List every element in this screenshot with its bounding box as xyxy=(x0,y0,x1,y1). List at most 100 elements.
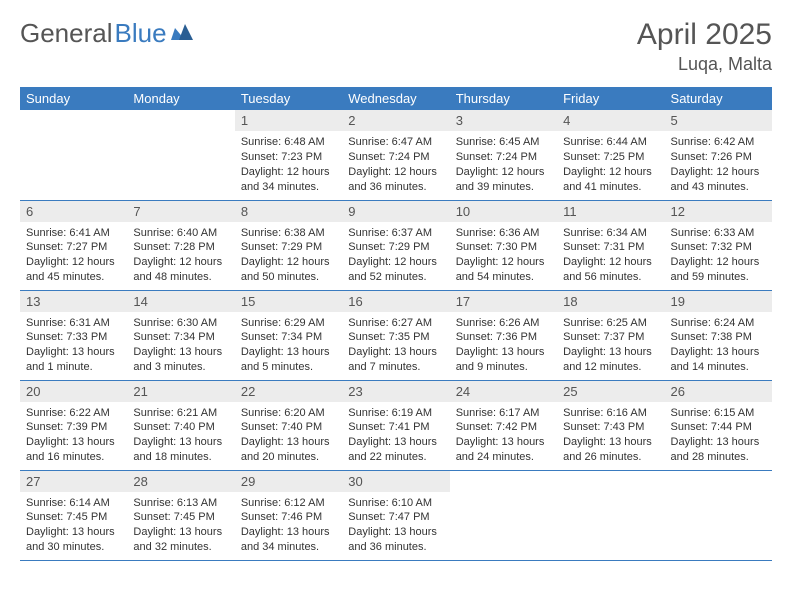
daylight-text: Daylight: 13 hours and 9 minutes. xyxy=(456,345,551,375)
calendar-cell: 22Sunrise: 6:20 AMSunset: 7:40 PMDayligh… xyxy=(235,380,342,470)
sunrise-text: Sunrise: 6:40 AM xyxy=(133,226,228,241)
weekday-header: Sunday xyxy=(20,87,127,110)
sunrise-text: Sunrise: 6:29 AM xyxy=(241,316,336,331)
day-number: 4 xyxy=(557,110,664,131)
calendar-cell: 7Sunrise: 6:40 AMSunset: 7:28 PMDaylight… xyxy=(127,200,234,290)
sunset-text: Sunset: 7:40 PM xyxy=(241,420,336,435)
sunset-text: Sunset: 7:43 PM xyxy=(563,420,658,435)
day-number: 8 xyxy=(235,201,342,222)
daylight-text: Daylight: 12 hours and 50 minutes. xyxy=(241,255,336,285)
sunrise-text: Sunrise: 6:30 AM xyxy=(133,316,228,331)
calendar-cell: 26Sunrise: 6:15 AMSunset: 7:44 PMDayligh… xyxy=(665,380,772,470)
sunset-text: Sunset: 7:39 PM xyxy=(26,420,121,435)
calendar-cell: 8Sunrise: 6:38 AMSunset: 7:29 PMDaylight… xyxy=(235,200,342,290)
calendar-cell: 24Sunrise: 6:17 AMSunset: 7:42 PMDayligh… xyxy=(450,380,557,470)
calendar-row: 13Sunrise: 6:31 AMSunset: 7:33 PMDayligh… xyxy=(20,290,772,380)
sunrise-text: Sunrise: 6:37 AM xyxy=(348,226,443,241)
daylight-text: Daylight: 12 hours and 39 minutes. xyxy=(456,165,551,195)
calendar-cell: 6Sunrise: 6:41 AMSunset: 7:27 PMDaylight… xyxy=(20,200,127,290)
calendar-cell: 4Sunrise: 6:44 AMSunset: 7:25 PMDaylight… xyxy=(557,110,664,200)
logo-text-1: General xyxy=(20,18,113,49)
day-number: 14 xyxy=(127,291,234,312)
day-details: Sunrise: 6:42 AMSunset: 7:26 PMDaylight:… xyxy=(665,131,772,198)
calendar-cell: 20Sunrise: 6:22 AMSunset: 7:39 PMDayligh… xyxy=(20,380,127,470)
calendar-cell: 13Sunrise: 6:31 AMSunset: 7:33 PMDayligh… xyxy=(20,290,127,380)
daylight-text: Daylight: 13 hours and 14 minutes. xyxy=(671,345,766,375)
day-number: 5 xyxy=(665,110,772,131)
calendar-cell: 12Sunrise: 6:33 AMSunset: 7:32 PMDayligh… xyxy=(665,200,772,290)
daylight-text: Daylight: 13 hours and 12 minutes. xyxy=(563,345,658,375)
sunrise-text: Sunrise: 6:15 AM xyxy=(671,406,766,421)
sunrise-text: Sunrise: 6:38 AM xyxy=(241,226,336,241)
calendar-body: 1Sunrise: 6:48 AMSunset: 7:23 PMDaylight… xyxy=(20,110,772,560)
day-number: 6 xyxy=(20,201,127,222)
sunset-text: Sunset: 7:34 PM xyxy=(241,330,336,345)
sunrise-text: Sunrise: 6:25 AM xyxy=(563,316,658,331)
sunset-text: Sunset: 7:47 PM xyxy=(348,510,443,525)
day-details: Sunrise: 6:24 AMSunset: 7:38 PMDaylight:… xyxy=(665,312,772,379)
sunset-text: Sunset: 7:27 PM xyxy=(26,240,121,255)
sunset-text: Sunset: 7:24 PM xyxy=(456,150,551,165)
day-details: Sunrise: 6:26 AMSunset: 7:36 PMDaylight:… xyxy=(450,312,557,379)
calendar-table: SundayMondayTuesdayWednesdayThursdayFrid… xyxy=(20,87,772,561)
day-details: Sunrise: 6:37 AMSunset: 7:29 PMDaylight:… xyxy=(342,222,449,289)
title-block: April 2025 Luqa, Malta xyxy=(637,18,772,75)
day-details: Sunrise: 6:33 AMSunset: 7:32 PMDaylight:… xyxy=(665,222,772,289)
sunset-text: Sunset: 7:38 PM xyxy=(671,330,766,345)
day-details: Sunrise: 6:34 AMSunset: 7:31 PMDaylight:… xyxy=(557,222,664,289)
day-details: Sunrise: 6:38 AMSunset: 7:29 PMDaylight:… xyxy=(235,222,342,289)
sunrise-text: Sunrise: 6:45 AM xyxy=(456,135,551,150)
daylight-text: Daylight: 13 hours and 1 minute. xyxy=(26,345,121,375)
day-number: 3 xyxy=(450,110,557,131)
day-details: Sunrise: 6:31 AMSunset: 7:33 PMDaylight:… xyxy=(20,312,127,379)
sunset-text: Sunset: 7:36 PM xyxy=(456,330,551,345)
sunrise-text: Sunrise: 6:14 AM xyxy=(26,496,121,511)
calendar-cell: 5Sunrise: 6:42 AMSunset: 7:26 PMDaylight… xyxy=(665,110,772,200)
day-number: 29 xyxy=(235,471,342,492)
weekday-header: Saturday xyxy=(665,87,772,110)
calendar-cell: 30 Sunrise: 6:10 AMSunset: 7:47 PMDayligh… xyxy=(342,470,449,560)
sunset-text: Sunset: 7:31 PM xyxy=(563,240,658,255)
daylight-text: Daylight: 13 hours and 36 minutes. xyxy=(348,525,443,555)
calendar-cell-empty xyxy=(665,470,772,560)
sunrise-text: Sunrise: 6:16 AM xyxy=(563,406,658,421)
sunset-text: Sunset: 7:23 PM xyxy=(241,150,336,165)
daylight-text: Daylight: 13 hours and 28 minutes. xyxy=(671,435,766,465)
day-number: 17 xyxy=(450,291,557,312)
day-number: 30 xyxy=(342,471,449,492)
weekday-header: Thursday xyxy=(450,87,557,110)
sunrise-text: Sunrise: 6:27 AM xyxy=(348,316,443,331)
calendar-cell: 15Sunrise: 6:29 AMSunset: 7:34 PMDayligh… xyxy=(235,290,342,380)
calendar-cell: 25Sunrise: 6:16 AMSunset: 7:43 PMDayligh… xyxy=(557,380,664,470)
calendar-cell: 16Sunrise: 6:27 AMSunset: 7:35 PMDayligh… xyxy=(342,290,449,380)
day-details: Sunrise: 6:30 AMSunset: 7:34 PMDaylight:… xyxy=(127,312,234,379)
sunset-text: Sunset: 7:26 PM xyxy=(671,150,766,165)
month-title: April 2025 xyxy=(637,18,772,52)
calendar-cell: 14Sunrise: 6:30 AMSunset: 7:34 PMDayligh… xyxy=(127,290,234,380)
daylight-text: Daylight: 12 hours and 48 minutes. xyxy=(133,255,228,285)
sunset-text: Sunset: 7:35 PM xyxy=(348,330,443,345)
day-number: 10 xyxy=(450,201,557,222)
weekday-header: Tuesday xyxy=(235,87,342,110)
sunrise-text: Sunrise: 6:10 AM xyxy=(348,496,443,511)
sunrise-text: Sunrise: 6:47 AM xyxy=(348,135,443,150)
calendar-cell: 3 Sunrise: 6:45 AMSunset: 7:24 PMDaylight… xyxy=(450,110,557,200)
calendar-cell: 23Sunrise: 6:19 AMSunset: 7:41 PMDayligh… xyxy=(342,380,449,470)
logo: GeneralBlue xyxy=(20,18,193,49)
sunrise-text: Sunrise: 6:36 AM xyxy=(456,226,551,241)
calendar-cell: 27Sunrise: 6:14 AMSunset: 7:45 PMDayligh… xyxy=(20,470,127,560)
sunset-text: Sunset: 7:24 PM xyxy=(348,150,443,165)
sunrise-text: Sunrise: 6:34 AM xyxy=(563,226,658,241)
day-details: Sunrise: 6:25 AMSunset: 7:37 PMDaylight:… xyxy=(557,312,664,379)
day-number: 11 xyxy=(557,201,664,222)
daylight-text: Daylight: 13 hours and 22 minutes. xyxy=(348,435,443,465)
calendar-cell: 10Sunrise: 6:36 AMSunset: 7:30 PMDayligh… xyxy=(450,200,557,290)
day-details: Sunrise: 6:21 AMSunset: 7:40 PMDaylight:… xyxy=(127,402,234,469)
sunrise-text: Sunrise: 6:44 AM xyxy=(563,135,658,150)
daylight-text: Daylight: 13 hours and 24 minutes. xyxy=(456,435,551,465)
sunset-text: Sunset: 7:29 PM xyxy=(348,240,443,255)
calendar-cell-empty xyxy=(127,110,234,200)
daylight-text: Daylight: 13 hours and 32 minutes. xyxy=(133,525,228,555)
calendar-cell: 21Sunrise: 6:21 AMSunset: 7:40 PMDayligh… xyxy=(127,380,234,470)
daylight-text: Daylight: 12 hours and 56 minutes. xyxy=(563,255,658,285)
